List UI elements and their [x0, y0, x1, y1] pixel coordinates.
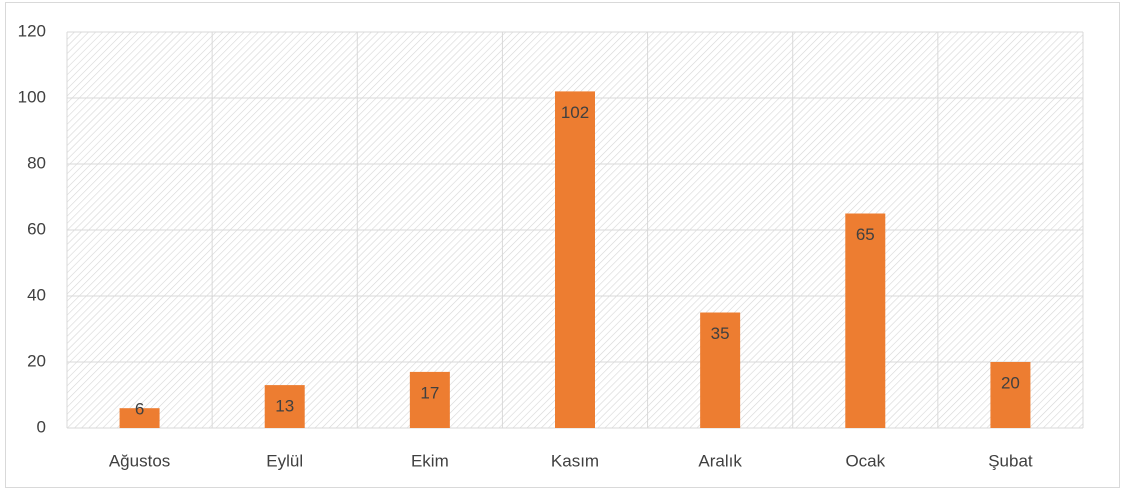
y-tick-label: 20: [27, 351, 46, 370]
data-label: 20: [1001, 373, 1020, 392]
bar: [555, 91, 595, 429]
data-label: 13: [275, 397, 294, 416]
bar: [264, 385, 305, 428]
y-tick-label: 80: [27, 153, 46, 172]
x-tick-label: Ocak: [845, 451, 885, 470]
bar: [700, 312, 741, 428]
data-label: 65: [856, 225, 875, 244]
y-tick-label: 100: [18, 87, 46, 106]
x-tick-label: Ağustos: [109, 451, 170, 470]
y-tick-label: 40: [27, 285, 46, 304]
x-tick-label: Şubat: [988, 451, 1033, 470]
x-tick-label: Kasım: [551, 451, 599, 470]
data-label: 35: [711, 324, 730, 343]
bar: [409, 371, 450, 428]
bar: [119, 408, 160, 428]
bar: [990, 362, 1031, 428]
x-tick-label: Eylül: [266, 451, 303, 470]
bar: [845, 213, 886, 428]
x-tick-label: Aralık: [698, 451, 742, 470]
y-tick-label: 0: [37, 417, 46, 436]
data-label: 102: [561, 103, 589, 122]
y-tick-label: 60: [27, 219, 46, 238]
y-tick-label: 120: [18, 21, 46, 40]
x-tick-label: Ekim: [411, 451, 449, 470]
data-label: 6: [135, 399, 144, 418]
data-label: 17: [420, 383, 439, 402]
